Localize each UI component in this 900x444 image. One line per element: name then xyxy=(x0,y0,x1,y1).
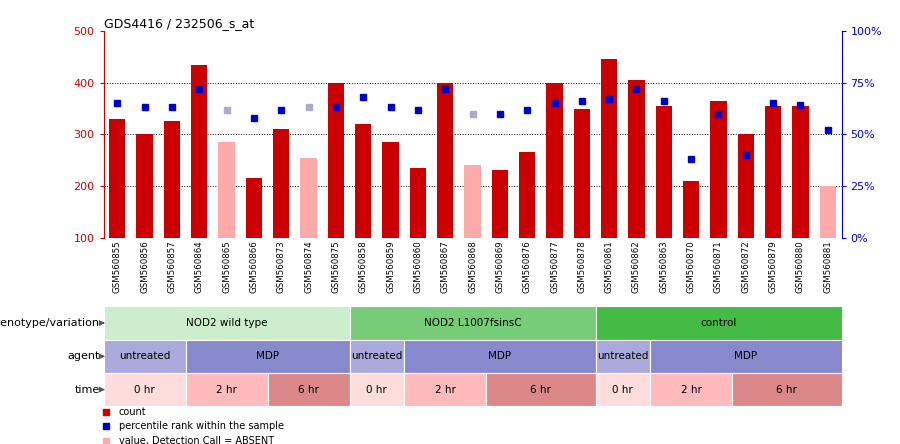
Bar xyxy=(404,373,486,406)
Bar xyxy=(349,340,404,373)
Bar xyxy=(519,152,536,238)
Text: time: time xyxy=(75,385,100,395)
Bar xyxy=(185,373,267,406)
Text: control: control xyxy=(700,318,737,328)
Bar xyxy=(404,340,596,373)
Bar xyxy=(650,373,733,406)
Bar xyxy=(437,83,454,238)
Bar xyxy=(273,129,290,238)
Text: 2 hr: 2 hr xyxy=(435,385,455,395)
Bar xyxy=(104,306,349,340)
Text: percentile rank within the sample: percentile rank within the sample xyxy=(119,421,284,431)
Text: untreated: untreated xyxy=(597,351,649,361)
Bar xyxy=(650,340,842,373)
Bar xyxy=(546,83,562,238)
Bar xyxy=(573,108,590,238)
Bar xyxy=(792,106,809,238)
Bar xyxy=(185,340,349,373)
Text: MDP: MDP xyxy=(489,351,511,361)
Bar xyxy=(486,373,596,406)
Bar xyxy=(596,340,650,373)
Bar xyxy=(349,306,596,340)
Bar xyxy=(410,168,426,238)
Bar xyxy=(464,165,481,238)
Text: 0 hr: 0 hr xyxy=(366,385,387,395)
Bar xyxy=(596,306,842,340)
Bar xyxy=(301,158,317,238)
Bar xyxy=(104,340,185,373)
Text: untreated: untreated xyxy=(119,351,170,361)
Bar xyxy=(765,106,781,238)
Text: 6 hr: 6 hr xyxy=(777,385,797,395)
Bar xyxy=(733,373,842,406)
Text: NOD2 L1007fsinsC: NOD2 L1007fsinsC xyxy=(424,318,521,328)
Bar xyxy=(246,178,262,238)
Bar xyxy=(710,101,726,238)
Text: GDS4416 / 232506_s_at: GDS4416 / 232506_s_at xyxy=(104,17,254,30)
Text: genotype/variation: genotype/variation xyxy=(0,318,100,328)
Bar xyxy=(601,59,617,238)
Bar xyxy=(104,373,185,406)
Text: MDP: MDP xyxy=(256,351,279,361)
Bar xyxy=(382,142,399,238)
Bar xyxy=(328,83,344,238)
Bar xyxy=(683,181,699,238)
Bar xyxy=(267,373,349,406)
Bar xyxy=(655,106,672,238)
Bar xyxy=(738,135,754,238)
Text: 0 hr: 0 hr xyxy=(613,385,634,395)
Bar xyxy=(164,121,180,238)
Bar xyxy=(491,170,508,238)
Bar xyxy=(136,135,153,238)
Bar xyxy=(820,186,836,238)
Text: 6 hr: 6 hr xyxy=(298,385,319,395)
Text: 2 hr: 2 hr xyxy=(216,385,237,395)
Bar xyxy=(349,373,404,406)
Text: 0 hr: 0 hr xyxy=(134,385,155,395)
Text: agent: agent xyxy=(68,351,100,361)
Text: count: count xyxy=(119,407,147,417)
Text: untreated: untreated xyxy=(351,351,402,361)
Text: value, Detection Call = ABSENT: value, Detection Call = ABSENT xyxy=(119,436,274,444)
Bar xyxy=(219,142,235,238)
Text: 6 hr: 6 hr xyxy=(530,385,552,395)
Text: NOD2 wild type: NOD2 wild type xyxy=(185,318,267,328)
Text: MDP: MDP xyxy=(734,351,758,361)
Bar xyxy=(109,119,125,238)
Bar xyxy=(628,80,644,238)
Bar xyxy=(191,65,207,238)
Bar xyxy=(596,373,650,406)
Text: 2 hr: 2 hr xyxy=(680,385,702,395)
Bar xyxy=(355,124,372,238)
